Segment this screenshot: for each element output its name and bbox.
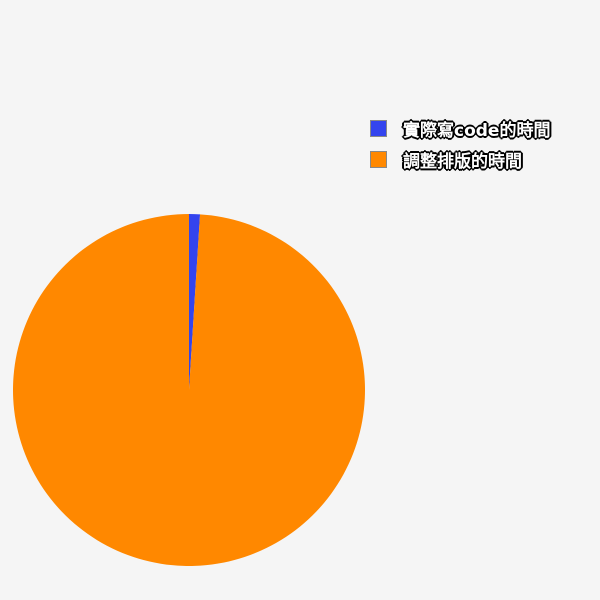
legend-label-adjust-layout: 調整排版的時間 (403, 151, 522, 172)
legend-swatch-actual-coding (370, 119, 387, 137)
legend-item: 實際寫code的時間 (370, 117, 551, 141)
legend: 實際寫code的時間 調整排版的時間 (370, 117, 551, 172)
pie-slices (12, 214, 365, 567)
legend-label-actual-coding: 實際寫code的時間 (403, 120, 551, 141)
legend-swatch-adjust-layout (370, 150, 387, 168)
pie-slice-1 (12, 214, 365, 567)
legend-item: 調整排版的時間 (370, 148, 550, 172)
pie-slice-0 (189, 214, 201, 390)
